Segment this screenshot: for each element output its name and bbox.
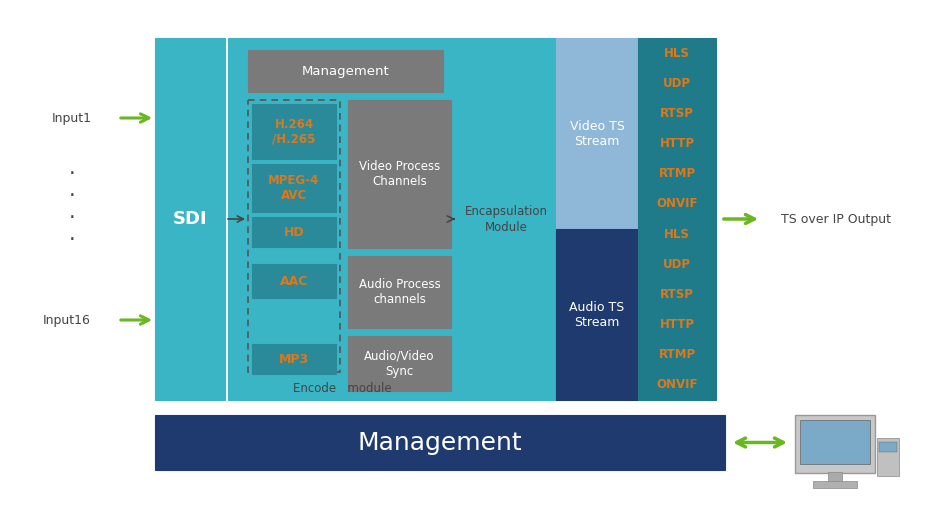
Text: .: . bbox=[69, 158, 75, 178]
Text: Audio TS
Stream: Audio TS Stream bbox=[569, 301, 624, 329]
Text: .: . bbox=[69, 202, 75, 222]
Text: MPEG-4
AVC: MPEG-4 AVC bbox=[268, 174, 319, 202]
Text: Management: Management bbox=[357, 431, 522, 454]
Text: HLS: HLS bbox=[664, 47, 690, 60]
Text: Input1: Input1 bbox=[52, 111, 92, 124]
FancyBboxPatch shape bbox=[251, 344, 336, 374]
Text: HLS: HLS bbox=[664, 228, 690, 241]
FancyBboxPatch shape bbox=[251, 264, 336, 298]
FancyBboxPatch shape bbox=[348, 100, 450, 248]
Text: Encapsulation: Encapsulation bbox=[464, 204, 547, 217]
Text: Module: Module bbox=[484, 220, 527, 233]
Text: Encode   module: Encode module bbox=[292, 382, 391, 395]
FancyBboxPatch shape bbox=[812, 481, 856, 488]
FancyBboxPatch shape bbox=[251, 104, 336, 159]
Text: Audio Process
channels: Audio Process channels bbox=[358, 278, 440, 306]
FancyBboxPatch shape bbox=[227, 38, 456, 400]
Text: HD: HD bbox=[283, 226, 304, 239]
Text: ONVIF: ONVIF bbox=[655, 379, 697, 392]
FancyBboxPatch shape bbox=[555, 38, 638, 229]
Text: SDI: SDI bbox=[173, 210, 207, 228]
FancyBboxPatch shape bbox=[555, 229, 638, 400]
Bar bbox=[248, 100, 340, 372]
Text: RTMP: RTMP bbox=[658, 348, 695, 361]
FancyBboxPatch shape bbox=[876, 438, 898, 476]
FancyBboxPatch shape bbox=[348, 256, 450, 328]
Text: HTTP: HTTP bbox=[659, 137, 694, 150]
FancyBboxPatch shape bbox=[155, 38, 225, 400]
FancyBboxPatch shape bbox=[456, 38, 555, 400]
Text: Input16: Input16 bbox=[43, 314, 91, 327]
FancyBboxPatch shape bbox=[638, 38, 715, 400]
Text: RTSP: RTSP bbox=[660, 288, 693, 301]
FancyBboxPatch shape bbox=[794, 415, 874, 473]
Text: Video Process
Channels: Video Process Channels bbox=[358, 160, 440, 188]
Text: HTTP: HTTP bbox=[659, 318, 694, 331]
FancyBboxPatch shape bbox=[799, 420, 869, 464]
Text: .: . bbox=[69, 180, 75, 200]
FancyBboxPatch shape bbox=[155, 415, 724, 470]
Text: .: . bbox=[69, 224, 75, 244]
Text: UDP: UDP bbox=[663, 258, 690, 271]
Text: RTSP: RTSP bbox=[660, 107, 693, 120]
Text: Audio/Video
Sync: Audio/Video Sync bbox=[364, 349, 434, 378]
Text: TS over IP Output: TS over IP Output bbox=[780, 213, 890, 226]
Text: ONVIF: ONVIF bbox=[655, 198, 697, 211]
Text: H.264
/H.265: H.264 /H.265 bbox=[272, 118, 316, 146]
FancyBboxPatch shape bbox=[348, 336, 450, 391]
FancyBboxPatch shape bbox=[251, 217, 336, 247]
Text: UDP: UDP bbox=[663, 77, 690, 90]
Text: AAC: AAC bbox=[279, 275, 308, 288]
Text: Video TS
Stream: Video TS Stream bbox=[569, 120, 624, 148]
Text: MP3: MP3 bbox=[278, 353, 309, 366]
Text: RTMP: RTMP bbox=[658, 167, 695, 180]
FancyBboxPatch shape bbox=[248, 50, 443, 92]
FancyBboxPatch shape bbox=[827, 472, 841, 482]
Text: Management: Management bbox=[302, 64, 389, 77]
FancyBboxPatch shape bbox=[878, 442, 896, 452]
FancyBboxPatch shape bbox=[251, 164, 336, 212]
